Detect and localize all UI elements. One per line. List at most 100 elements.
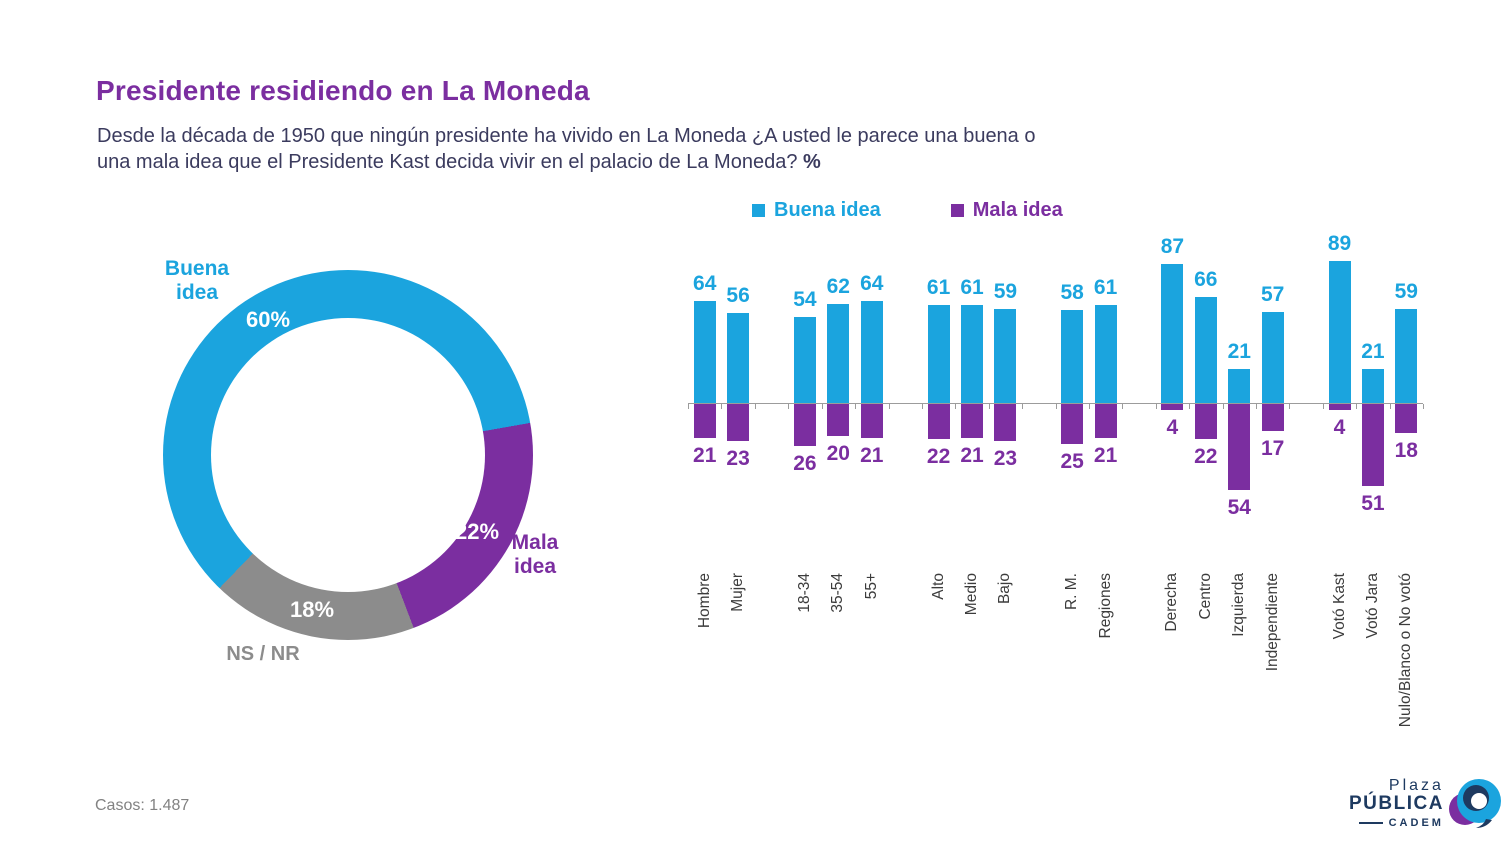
bar-buena-idea [693,300,716,403]
value-label-buena-idea: 89 [1327,231,1352,255]
x-axis-label: Bajo [996,573,1014,605]
bar-mala-idea [793,404,816,446]
value-label-mala-idea: 21 [860,443,884,467]
bar-buena-idea [961,305,983,403]
subtitle-line1: Desde la década de 1950 que ningún presi… [97,125,1036,147]
bar-buena-idea [1261,311,1284,403]
x-axis-label: Mujer [729,573,747,612]
axis-tick [1189,404,1191,409]
legend-item-mala-idea: Mala idea [950,199,1063,222]
value-label-buena-idea: 58 [1060,281,1084,305]
axis-tick [888,404,890,409]
axis-tick [1088,404,1090,409]
axis-tick [1389,404,1391,409]
bar-mala-idea [1261,404,1284,432]
value-label-buena-idea: 66 [1194,268,1218,292]
x-axis-label: Derecha [1163,573,1181,632]
bar-buena-idea [827,303,850,403]
bar-mala-idea [727,404,750,441]
x-axis-label: Medio [963,573,980,616]
axis-tick [1356,404,1358,409]
bar-mala-idea [1161,404,1184,411]
donut-hole [211,318,485,592]
x-axis-label: 35-54 [829,573,847,613]
value-label-buena-idea: 62 [826,274,850,298]
axis-tick [1322,404,1324,409]
value-label-mala-idea: 26 [793,451,817,475]
value-label-buena-idea: 56 [726,284,750,308]
axis-tick [1256,404,1257,409]
x-axis-label: Centro [1196,573,1214,620]
donut-label-ns-nr: NS / NR [226,643,300,665]
cadem-logo: Plaza PÚBLICA CADEM [1349,776,1501,830]
legend-swatch-mala-idea [950,204,964,217]
bar-chart: 64 21 Hombre 56 23 Mujer 54 26 18-34 62 20 35-54 64 2… [688,225,1424,785]
axis-tick [955,404,957,409]
value-label-buena-idea: 61 [1093,276,1118,300]
value-label-mala-idea: 4 [1333,416,1346,440]
bar-buena-idea [793,316,816,403]
bar-buena-idea [1194,297,1217,403]
axis-tick [1022,404,1024,409]
bar-buena-idea [1161,263,1184,403]
bar-buena-idea [1094,305,1117,403]
bar-buena-idea [927,305,950,403]
value-label-mala-idea: 21 [1093,443,1118,467]
axis-tick [1423,404,1424,409]
logo-cadem-row: CADEM [1349,817,1444,829]
legend-label-mala-idea: Mala idea [972,199,1063,221]
axis-tick [1122,404,1124,409]
legend-swatch-buena-idea [752,204,765,217]
chart-legend: Buena idea Mala idea [752,199,1063,222]
bar-mala-idea [1328,404,1351,411]
value-label-buena-idea: 59 [993,279,1018,303]
x-axis-label: 18-34 [795,573,813,613]
axis-tick [855,404,856,409]
donut-value-ns-nr: 18% [289,597,335,622]
cases-value: 1.487 [149,797,190,814]
value-label-buena-idea: 57 [1261,282,1285,306]
value-label-mala-idea: 21 [693,443,717,467]
bar-mala-idea [1228,404,1251,491]
value-label-mala-idea: 22 [1194,445,1218,469]
bar-buena-idea [1061,310,1084,403]
value-label-buena-idea: 21 [1227,340,1251,364]
value-label-buena-idea: 61 [960,276,984,300]
bar-buena-idea [1328,260,1351,403]
donut-chart [163,270,533,640]
x-axis-label: Nulo/Blanco o No votó [1397,573,1415,728]
value-label-mala-idea: 20 [826,442,850,465]
bar-mala-idea [961,404,983,438]
axis-tick [1155,404,1157,409]
value-label-mala-idea: 51 [1361,491,1385,515]
value-label-mala-idea: 17 [1261,437,1285,461]
legend-label-buena-idea: Buena idea [774,199,881,221]
cadem-logo-text: Plaza PÚBLICA CADEM [1349,777,1444,829]
value-label-mala-idea: 4 [1166,416,1179,440]
bar-buena-idea [1361,369,1384,403]
x-axis-label: 55+ [862,573,880,600]
axis-tick [821,404,823,409]
axis-tick [1055,404,1057,409]
logo-rule [1358,822,1383,824]
x-axis-label: Regiones [1096,573,1114,639]
logo-plaza-text: Plaza [1388,777,1444,794]
donut-label-buena-idea: Buena idea [164,257,230,304]
x-axis-label: R. M. [1063,573,1081,611]
bar-mala-idea [1395,404,1418,433]
page-title: Presidente residiendo en La Moneda [96,74,590,106]
value-label-mala-idea: 22 [926,445,951,469]
value-label-mala-idea: 21 [960,443,984,467]
axis-tick [754,404,756,409]
x-axis-label: Independiente [1263,573,1281,672]
axis-tick [1289,404,1291,409]
value-label-mala-idea: 23 [726,446,750,470]
x-axis-label: Izquierda [1230,573,1248,637]
axis-tick [688,404,689,409]
bar-buena-idea [860,300,883,403]
value-label-buena-idea: 21 [1361,340,1385,364]
bar-mala-idea [1094,404,1117,438]
axis-tick [1222,404,1224,409]
value-label-buena-idea: 61 [926,276,951,300]
